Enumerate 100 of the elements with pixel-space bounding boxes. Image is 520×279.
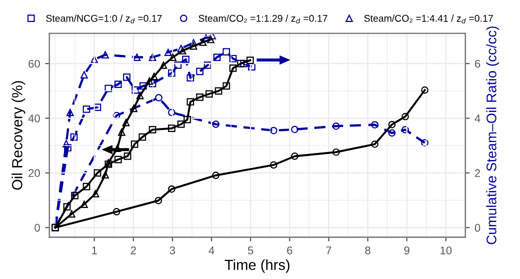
y-tick-label: 0 bbox=[34, 224, 40, 232]
point bbox=[184, 116, 191, 124]
point bbox=[270, 161, 278, 169]
point bbox=[291, 126, 298, 134]
x-tick-label: 7 bbox=[326, 246, 332, 254]
point bbox=[71, 192, 78, 200]
point bbox=[130, 140, 138, 148]
point bbox=[82, 106, 90, 113]
point bbox=[94, 169, 102, 177]
point bbox=[371, 140, 378, 148]
point bbox=[270, 126, 278, 134]
point bbox=[212, 172, 220, 180]
point bbox=[112, 112, 120, 120]
point bbox=[92, 190, 100, 198]
point bbox=[63, 203, 71, 210]
point bbox=[237, 60, 244, 68]
point bbox=[371, 121, 378, 128]
point bbox=[104, 84, 112, 92]
x-tick-label: 2 bbox=[130, 246, 136, 254]
point bbox=[213, 54, 221, 61]
y-axis-title: Oil Recovery (%) bbox=[12, 81, 26, 190]
x-tick-label: 6 bbox=[287, 246, 292, 254]
point bbox=[139, 82, 147, 90]
y2-axis-title: Cumulative Steam–Oil Ratio (cc/cc) bbox=[486, 26, 500, 244]
point bbox=[186, 74, 194, 82]
x-tick-label: 4 bbox=[208, 246, 214, 254]
point bbox=[118, 128, 126, 136]
point bbox=[186, 98, 194, 106]
y2-tick-label: 4 bbox=[474, 114, 480, 122]
point bbox=[388, 129, 396, 137]
point bbox=[196, 68, 204, 76]
point bbox=[421, 86, 428, 94]
point bbox=[229, 54, 237, 62]
point bbox=[148, 80, 156, 88]
point bbox=[388, 120, 396, 128]
point bbox=[205, 90, 213, 98]
point bbox=[207, 36, 214, 44]
point bbox=[168, 185, 176, 193]
y2-tick-label: 2 bbox=[474, 169, 480, 177]
y2-tick-label: 0 bbox=[474, 224, 480, 232]
point bbox=[114, 80, 122, 88]
point bbox=[214, 87, 222, 95]
point bbox=[94, 104, 102, 111]
point bbox=[246, 56, 254, 64]
point bbox=[178, 47, 186, 54]
point bbox=[112, 208, 120, 216]
point bbox=[102, 171, 109, 178]
point bbox=[160, 62, 168, 69]
point bbox=[123, 74, 130, 81]
point bbox=[402, 112, 409, 120]
point bbox=[66, 108, 74, 116]
point bbox=[402, 126, 409, 134]
point bbox=[62, 140, 70, 148]
point bbox=[68, 210, 76, 218]
point bbox=[148, 126, 156, 134]
point bbox=[174, 62, 182, 69]
x-tick-label: 3 bbox=[170, 246, 176, 254]
x-tick-label: 9 bbox=[404, 246, 410, 254]
point bbox=[80, 71, 88, 78]
legend-label: Steam/CO₂ =1:1.29 / z$_{d}$ =0.17 bbox=[198, 14, 328, 24]
y-tick-label: 20 bbox=[28, 169, 40, 178]
point bbox=[291, 152, 298, 160]
point bbox=[199, 38, 207, 46]
point bbox=[182, 56, 190, 64]
point bbox=[114, 156, 122, 164]
x-axis-title: Time (hrs) bbox=[224, 259, 290, 273]
point bbox=[154, 196, 162, 204]
x-tick-label: 1 bbox=[92, 246, 97, 254]
point bbox=[169, 54, 177, 61]
point bbox=[168, 108, 176, 116]
point bbox=[248, 63, 256, 71]
legend-label: Steam/NCG=1:0 / z$_{d}$ =0.17 bbox=[46, 14, 162, 24]
point bbox=[168, 69, 176, 77]
point bbox=[168, 124, 176, 132]
point bbox=[204, 62, 212, 69]
point bbox=[332, 148, 340, 156]
point bbox=[150, 72, 158, 80]
point bbox=[332, 122, 340, 130]
point bbox=[124, 152, 132, 160]
point bbox=[177, 120, 185, 128]
point bbox=[155, 94, 162, 102]
x-tick-label: 8 bbox=[365, 246, 370, 254]
x-tick-label: 5 bbox=[248, 246, 254, 254]
y-tick-label: 60 bbox=[28, 60, 40, 68]
point bbox=[80, 200, 88, 208]
point bbox=[102, 51, 109, 58]
point bbox=[136, 92, 144, 100]
point bbox=[222, 48, 230, 56]
y2-tick-label: 6 bbox=[474, 60, 480, 68]
point bbox=[148, 54, 156, 61]
point bbox=[229, 64, 237, 72]
point bbox=[130, 104, 138, 112]
point bbox=[138, 133, 146, 141]
point bbox=[212, 120, 220, 128]
point bbox=[240, 60, 248, 68]
point bbox=[196, 94, 204, 101]
point bbox=[132, 86, 140, 94]
point bbox=[90, 56, 98, 64]
point bbox=[421, 139, 428, 147]
point bbox=[70, 133, 78, 141]
